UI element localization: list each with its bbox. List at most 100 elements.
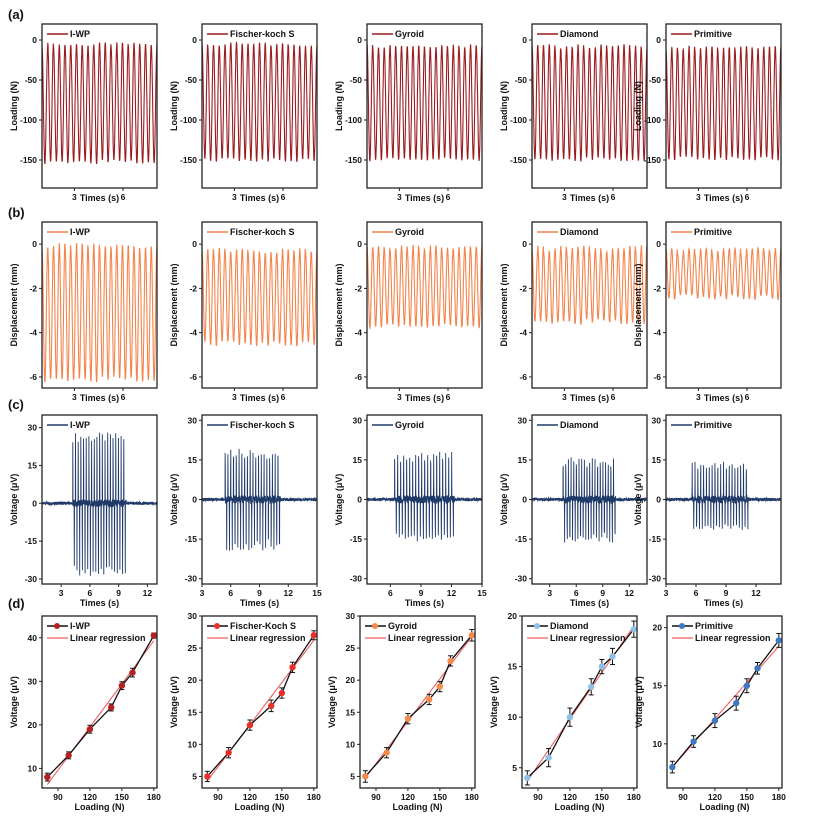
x-tick-label: 90: [371, 792, 381, 802]
y-tick-label: 30: [346, 611, 356, 621]
x-tick-label: 3: [72, 192, 77, 202]
y-axis-label: Loading (N): [633, 81, 643, 131]
x-tick-label: 15: [477, 588, 487, 598]
x-tick-label: 12: [143, 588, 153, 598]
x-tick-label: 6: [281, 192, 286, 202]
x-tick-label: 6: [745, 192, 750, 202]
x-tick-label: 6: [446, 392, 451, 402]
y-tick-label: 15: [508, 662, 518, 672]
data-point: [225, 749, 232, 756]
y-tick-label: 20: [653, 623, 663, 633]
y-tick-label: 15: [28, 460, 38, 470]
y-tick-label: -6: [519, 372, 527, 382]
y-axis-label: Displacement (mm): [9, 263, 19, 346]
data-point: [711, 717, 719, 724]
legend-marker: [372, 623, 378, 629]
x-tick-label: 6: [611, 392, 616, 402]
y-tick-label: -2: [189, 283, 197, 293]
data-point: [404, 715, 412, 722]
x-axis-label: Times (s): [405, 193, 444, 203]
y-tick-label: -50: [515, 75, 528, 85]
x-axis-label: Times (s): [570, 393, 609, 403]
legend-regression-label: Linear regression: [695, 633, 771, 643]
y-tick-label: -6: [354, 372, 362, 382]
y-tick-label: 20: [188, 675, 198, 685]
data-point: [436, 683, 444, 690]
x-tick-label: 6: [745, 392, 750, 402]
x-axis-label: Loading (N): [235, 802, 285, 812]
plot-frame: [665, 23, 782, 189]
x-tick-label: 120: [708, 792, 722, 802]
y-tick-label: -150: [20, 155, 37, 165]
data-point: [545, 754, 552, 761]
panel-c-i-wp: 30 15 0 -15 -30 3 6 9 12 Times (s) Voltage (μV) I-W…: [9, 414, 158, 608]
legend-label: Gyroid: [395, 227, 424, 237]
x-tick-label: 120: [563, 792, 577, 802]
x-tick-label: 3: [397, 192, 402, 202]
y-tick-label: -15: [185, 534, 198, 544]
legend-regression-label: Linear regression: [70, 633, 146, 643]
x-axis-label: Times (s): [80, 193, 119, 203]
plot-frame: [366, 221, 483, 389]
data-point: [754, 665, 761, 672]
y-tick-label: -4: [354, 328, 362, 338]
x-axis-label: Times (s): [80, 598, 119, 608]
y-tick-label: -15: [350, 534, 363, 544]
x-tick-label: 90: [53, 792, 63, 802]
x-tick-label: 12: [625, 588, 635, 598]
x-tick-label: 9: [600, 588, 605, 598]
y-tick-label: -15: [515, 534, 528, 544]
series-line: [42, 42, 157, 164]
y-tick-label: 0: [32, 239, 37, 249]
x-tick-label: 12: [284, 588, 294, 598]
x-tick-label: 3: [232, 392, 237, 402]
legend-label: Primitive: [694, 227, 732, 237]
x-axis-label: Times (s): [704, 193, 743, 203]
data-line: [46, 635, 155, 778]
y-axis-label: Voltage (μV): [9, 676, 19, 728]
legend-label: Diamond: [550, 621, 589, 631]
data-point: [118, 682, 126, 689]
x-tick-label: 6: [611, 192, 616, 202]
y-tick-label: 30: [188, 611, 198, 621]
y-tick-label: 0: [192, 239, 197, 249]
plot-frame: [531, 221, 648, 389]
y-tick-label: 30: [28, 423, 38, 433]
x-tick-label: 180: [627, 792, 641, 802]
y-tick-label: -6: [653, 372, 661, 382]
x-tick-label: 120: [83, 792, 97, 802]
legend-label: Gyroid: [395, 420, 424, 430]
x-axis-label: Times (s): [405, 393, 444, 403]
x-tick-label: 3: [72, 392, 77, 402]
y-tick-label: -30: [185, 574, 198, 584]
x-tick-label: 9: [257, 588, 262, 598]
legend-label: Fischer-koch S: [230, 420, 295, 430]
series-line: [367, 243, 482, 329]
row-label-a: (a): [8, 7, 24, 22]
data-point: [278, 689, 286, 697]
x-tick-label: 3: [200, 588, 205, 598]
plot-frame: [201, 221, 318, 389]
x-tick-label: 9: [419, 588, 424, 598]
legend-regression-label: Linear regression: [388, 633, 464, 643]
y-tick-label: -2: [519, 283, 527, 293]
panel-c-gyroid: 30 15 0 -15 -30 6 9 12 15 Times (s) Voltage (μV) Gy…: [334, 414, 487, 608]
y-axis-label: Voltage (μV): [169, 474, 179, 526]
y-tick-label: 20: [508, 611, 518, 621]
x-axis-label: Times (s): [240, 193, 279, 203]
y-tick-label: 15: [188, 455, 198, 465]
y-tick-label: 0: [357, 35, 362, 45]
y-axis-label: Loading (N): [9, 81, 19, 131]
data-point: [150, 632, 158, 639]
legend-label: Gyroid: [388, 621, 417, 631]
y-tick-label: 0: [522, 239, 527, 249]
legend-marker: [534, 623, 540, 629]
series-line: [367, 451, 482, 542]
x-tick-label: 180: [307, 792, 321, 802]
data-point: [468, 632, 476, 639]
